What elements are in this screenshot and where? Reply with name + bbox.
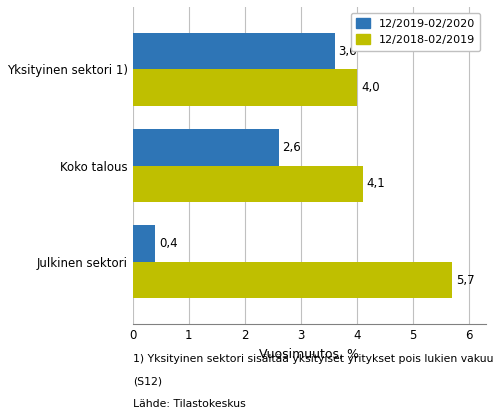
Text: 4,1: 4,1 — [367, 178, 386, 191]
Bar — [133, 262, 453, 299]
Bar — [133, 69, 357, 106]
Text: Lähde: Tilastokeskus: Lähde: Tilastokeskus — [133, 399, 246, 409]
Text: 0,4: 0,4 — [159, 237, 178, 250]
Bar — [133, 33, 335, 69]
Text: 2,6: 2,6 — [282, 141, 301, 154]
Bar — [133, 225, 155, 262]
Text: (S12): (S12) — [133, 376, 162, 386]
Text: 5,7: 5,7 — [457, 274, 475, 287]
Text: 1) Yksityinen sektori sisältää yksityiset yritykset pois lukien vakuutus- ja rah: 1) Yksityinen sektori sisältää yksityise… — [133, 354, 493, 364]
Text: 4,0: 4,0 — [361, 81, 380, 94]
Legend: 12/2019-02/2020, 12/2018-02/2019: 12/2019-02/2020, 12/2018-02/2019 — [351, 12, 481, 51]
X-axis label: Vuosimuutos, %: Vuosimuutos, % — [259, 348, 359, 361]
Bar — [133, 129, 279, 166]
Text: 3,6: 3,6 — [339, 45, 357, 58]
Bar — [133, 166, 363, 202]
